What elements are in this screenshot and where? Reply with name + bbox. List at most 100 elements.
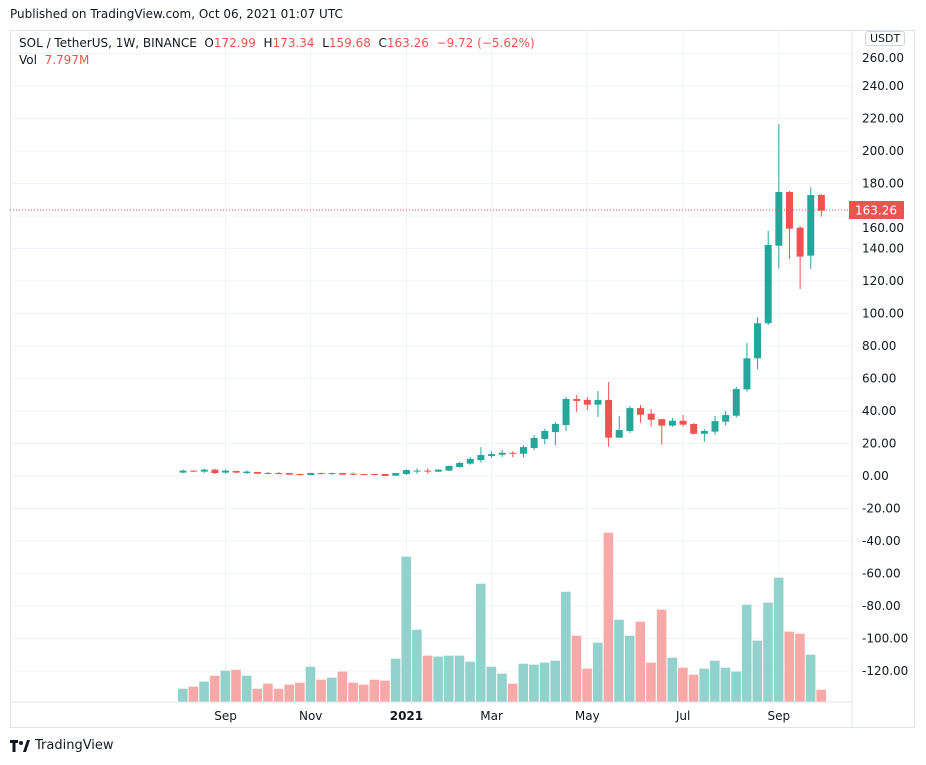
price-tick-label: 260.00 — [862, 51, 904, 65]
candle[interactable] — [785, 190, 793, 260]
volume-bar — [348, 682, 358, 702]
volume-label[interactable]: Vol — [19, 53, 37, 67]
candle[interactable] — [456, 461, 464, 468]
candle[interactable] — [179, 469, 187, 474]
candle[interactable] — [551, 422, 559, 446]
candle-body — [647, 413, 655, 420]
candle[interactable] — [807, 187, 815, 269]
candle[interactable] — [637, 404, 645, 423]
candle[interactable] — [626, 406, 634, 433]
candle[interactable] — [307, 472, 315, 476]
candle[interactable] — [339, 473, 347, 475]
candle[interactable] — [658, 419, 666, 445]
candle[interactable] — [190, 470, 198, 472]
volume-bar — [241, 675, 252, 702]
grid-lines — [10, 31, 852, 702]
candle[interactable] — [711, 416, 719, 435]
candle[interactable] — [817, 194, 825, 217]
volume-bar — [795, 633, 805, 702]
candle[interactable] — [349, 472, 357, 476]
candle[interactable] — [700, 429, 708, 442]
candle[interactable] — [722, 411, 730, 426]
last-price-tag — [849, 201, 904, 219]
time-axis[interactable]: Sep Nov 2021 Mar May Jul Sep — [214, 709, 790, 723]
candle[interactable] — [264, 471, 272, 475]
candle-body — [307, 473, 315, 476]
price-tick-label: 0.00 — [862, 469, 889, 483]
candle[interactable] — [732, 386, 740, 418]
candle[interactable] — [615, 416, 623, 438]
footer-brand[interactable]: TradingView — [10, 738, 114, 753]
candle[interactable] — [530, 435, 538, 450]
candle[interactable] — [679, 415, 687, 427]
candle[interactable] — [594, 391, 602, 418]
candle-body — [424, 470, 432, 472]
candle[interactable] — [285, 473, 293, 475]
candle[interactable] — [211, 468, 219, 475]
candle[interactable] — [519, 445, 527, 458]
volume-bar — [773, 577, 784, 702]
candle[interactable] — [477, 447, 485, 463]
candle[interactable] — [466, 456, 474, 465]
price-tick-label: -120.00 — [862, 664, 908, 678]
time-tick-label: Sep — [768, 709, 791, 723]
candle[interactable] — [764, 230, 772, 326]
candle[interactable] — [222, 469, 230, 474]
candle[interactable] — [413, 468, 421, 474]
candle[interactable] — [360, 473, 368, 476]
candle[interactable] — [371, 473, 379, 476]
volume-bar — [188, 686, 199, 702]
candle[interactable] — [402, 469, 410, 476]
candle[interactable] — [690, 423, 698, 435]
candle[interactable] — [668, 417, 676, 427]
candle[interactable] — [392, 472, 400, 476]
candle[interactable] — [253, 471, 261, 474]
candle[interactable] — [296, 473, 304, 476]
price-axis[interactable]: 260.00 240.00 220.00 200.00 180.00 160.00 140.… — [862, 51, 908, 678]
candle[interactable] — [541, 429, 549, 445]
candle[interactable] — [743, 343, 751, 392]
candle[interactable] — [381, 473, 389, 476]
candle[interactable] — [434, 469, 442, 473]
candle[interactable] — [498, 450, 506, 457]
candle[interactable] — [796, 226, 804, 289]
volume-bar — [678, 667, 688, 702]
volume-bar — [295, 682, 305, 702]
symbol-label[interactable]: SOL / TetherUS, 1W, BINANCE — [19, 36, 197, 50]
candle[interactable] — [317, 472, 325, 475]
open-value: 172.99 — [213, 36, 256, 50]
candle[interactable] — [647, 409, 655, 427]
candle[interactable] — [583, 397, 591, 411]
candle[interactable] — [200, 468, 208, 474]
currency-button[interactable]: USDT — [865, 31, 906, 46]
candle[interactable] — [328, 472, 336, 475]
candle[interactable] — [488, 451, 496, 458]
volume-bar — [433, 656, 443, 702]
price-tick-label: 20.00 — [862, 437, 896, 451]
candle[interactable] — [573, 395, 581, 412]
candle[interactable] — [232, 470, 240, 474]
volume-bar — [582, 668, 592, 702]
published-caption: Published on TradingView.com, Oct 06, 20… — [10, 7, 343, 21]
volume-bars — [178, 532, 826, 702]
volume-bar — [369, 679, 380, 702]
candle[interactable] — [243, 470, 251, 475]
candle[interactable] — [445, 465, 453, 471]
candle[interactable] — [605, 382, 613, 447]
candle[interactable] — [754, 317, 762, 370]
price-tick-label: 60.00 — [862, 372, 896, 386]
volume-bar — [507, 683, 518, 702]
volume-bar — [390, 658, 401, 702]
price-tick-label: -20.00 — [862, 502, 901, 516]
candle[interactable] — [562, 397, 570, 431]
volume-bar — [518, 663, 529, 702]
candle-body — [456, 463, 464, 468]
candle[interactable] — [275, 471, 283, 475]
candle-body — [328, 473, 336, 475]
candle[interactable] — [509, 451, 517, 458]
volume-bar — [624, 635, 635, 702]
candle[interactable] — [424, 468, 432, 474]
candle-body — [722, 415, 730, 422]
candle[interactable] — [775, 124, 783, 269]
